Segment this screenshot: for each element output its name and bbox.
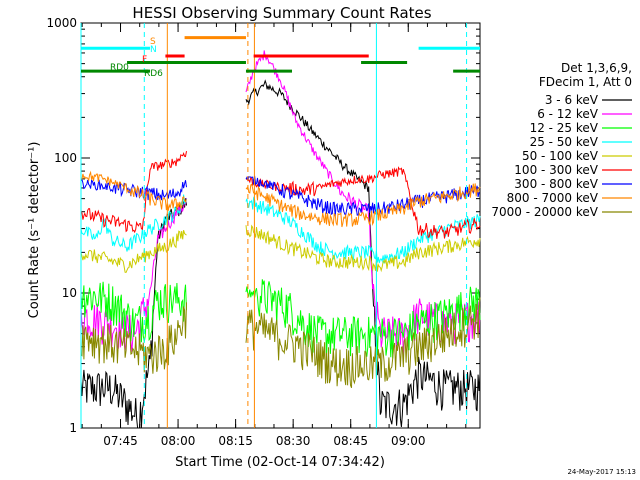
flag-label: S [150,37,156,47]
y-axis-label: Count Rate (s⁻¹ detector⁻¹) [27,142,42,319]
legend-item-label: 7000 - 20000 keV [491,205,598,219]
series-line [80,198,187,429]
x-axis-label: Start Time (02-Oct-14 07:34:42) [175,455,385,470]
series-line [245,297,481,388]
y-tick-label: 100 [54,151,77,165]
y-tick-label: 1000 [46,16,77,30]
legend-item-label: 12 - 25 keV [530,121,599,135]
legend-item-label: 300 - 800 keV [514,177,598,191]
y-tick-label: 1 [69,421,77,435]
x-tick-label: 08:00 [161,434,196,448]
legend-item-label: 800 - 7000 keV [507,191,599,205]
x-tick-label: 08:15 [218,434,253,448]
x-tick-label: 08:30 [276,434,311,448]
plot-area: 1 10 100 1000 07:45 08:00 08:15 08:30 08:45 09:00… [46,16,481,448]
series-line [80,170,187,211]
series-line [80,281,187,343]
legend-item-label: 100 - 300 keV [514,163,598,177]
series-line [80,151,187,234]
x-tick-label: 07:45 [103,434,138,448]
legend-item-label: 25 - 50 keV [530,135,599,149]
legend-item-label: 6 - 12 keV [537,107,599,121]
legend-item-label: 3 - 6 keV [545,93,599,107]
series-line [245,166,481,239]
x-tick-label: 08:45 [333,434,368,448]
legend-header-line-1: Det 1,3,6,9, [561,61,632,75]
flag-label: F [142,55,147,65]
series-line [80,230,187,273]
flag-label: RD0 [110,63,129,73]
flag-label: RD6 [144,69,163,79]
series-line [245,183,481,228]
legend-header-line-2: FDecim 1, Att 0 [539,75,632,89]
chart-title: HESSI Observing Summary Count Rates [132,4,431,22]
series-line [80,302,187,374]
legend-header: Det 1,3,6,9, FDecim 1, Att 0 [539,61,632,89]
series-line [245,279,481,359]
series-line [80,194,187,252]
flag-label: N [150,45,157,55]
series-line [245,224,481,273]
x-tick-label: 09:00 [391,434,426,448]
series-line [80,178,187,202]
series-line [245,79,481,427]
legend-item-label: 50 - 100 keV [522,149,599,163]
footer-timestamp: 24-May-2017 15:13 [567,468,636,476]
y-tick-label: 10 [62,286,77,300]
